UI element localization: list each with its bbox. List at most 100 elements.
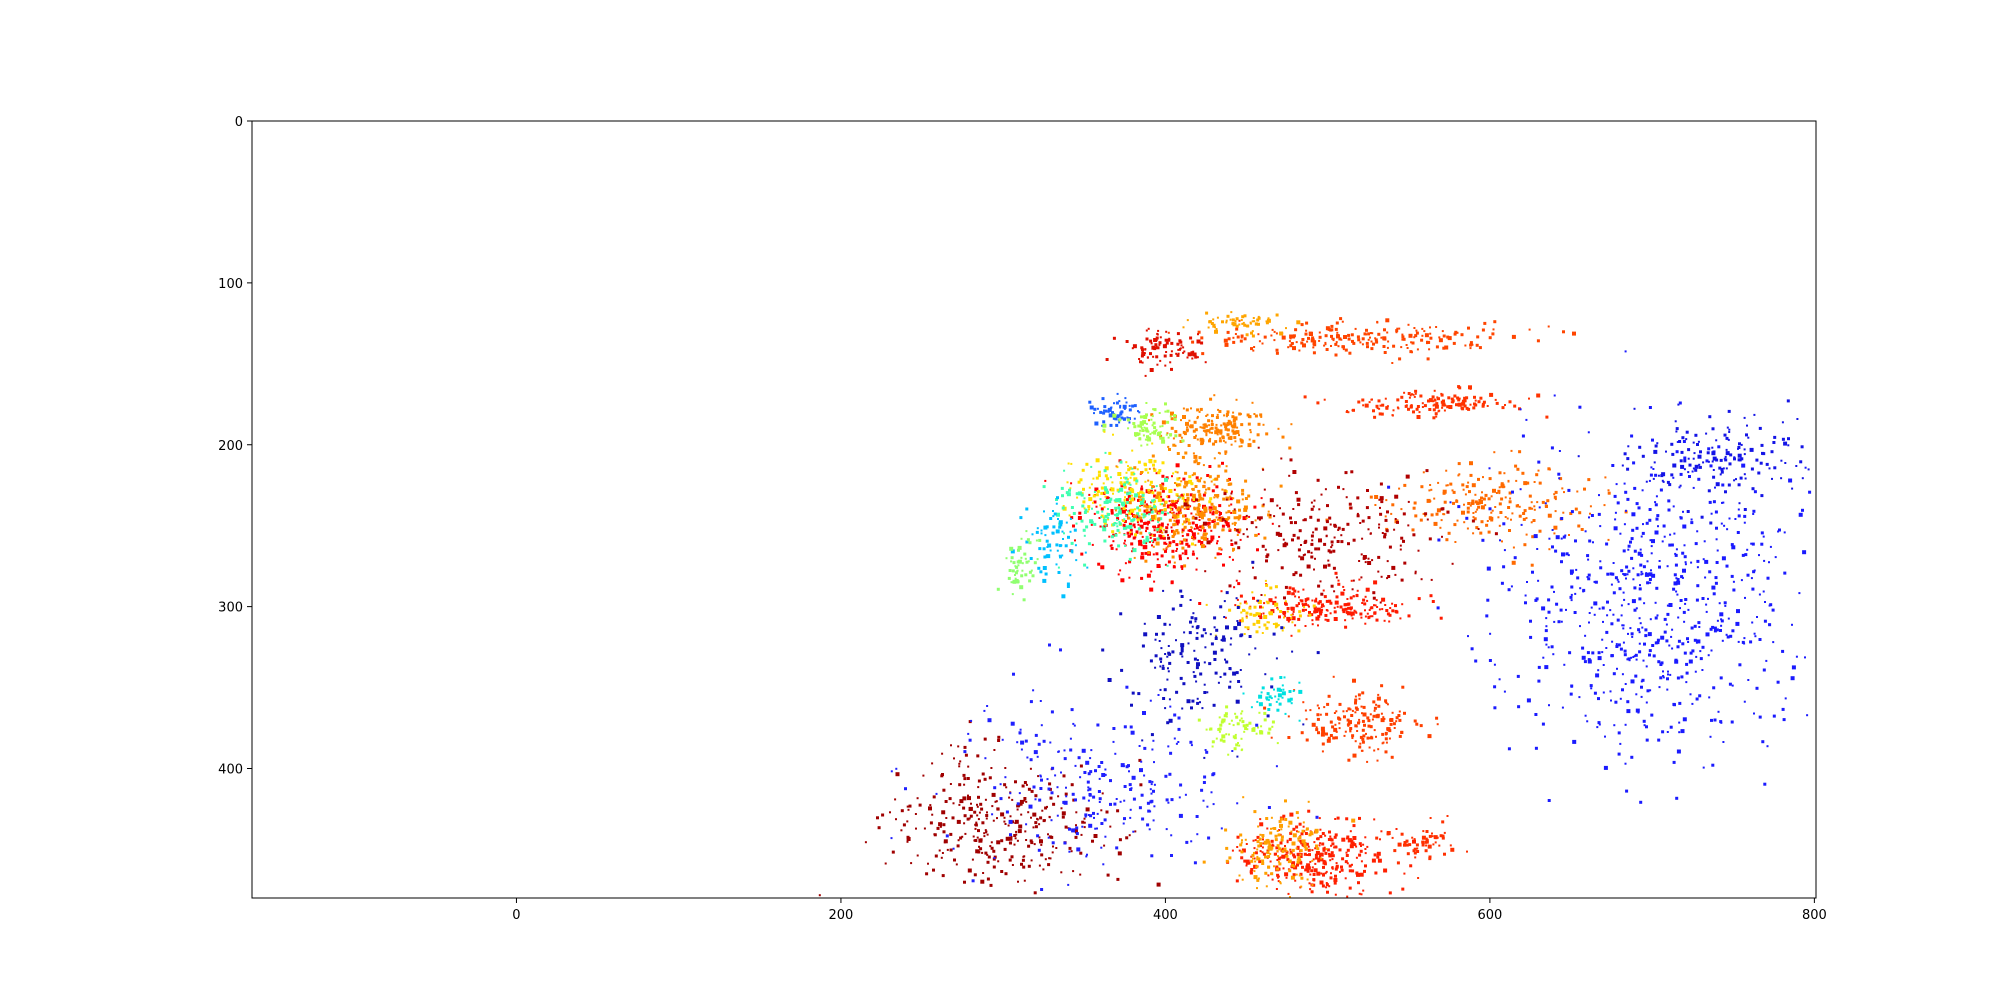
data-point-cluster-24 (1284, 845, 1286, 847)
data-point-cluster-27 (1179, 676, 1183, 680)
data-point-cluster-25 (1307, 800, 1310, 803)
data-point-cluster-10 (1161, 509, 1164, 512)
data-point-cluster-17 (1667, 670, 1669, 673)
data-point-cluster-16 (1240, 611, 1243, 614)
data-point-cluster-14 (1350, 470, 1354, 474)
data-point-cluster-7 (1230, 543, 1234, 546)
data-point-cluster-18 (1726, 426, 1729, 429)
data-point-cluster-22 (933, 833, 936, 836)
data-point-cluster-24 (1339, 870, 1341, 873)
data-point-cluster-10 (1200, 477, 1203, 480)
data-point-cluster-17 (1574, 592, 1577, 595)
data-point-cluster-9 (1133, 493, 1138, 498)
data-point-cluster-0 (1402, 337, 1406, 341)
data-point-cluster-9 (1060, 486, 1064, 490)
data-point-cluster-17 (1682, 568, 1686, 573)
data-point-cluster-17 (1677, 639, 1681, 643)
data-point-cluster-17 (1519, 488, 1522, 491)
data-point-cluster-18 (1688, 463, 1692, 467)
data-point-cluster-10 (1157, 517, 1161, 521)
data-point-cluster-0 (1332, 337, 1335, 340)
data-point-cluster-15 (1311, 623, 1314, 626)
data-point-cluster-7 (1138, 541, 1143, 546)
data-point-cluster-19 (1357, 693, 1361, 697)
data-point-cluster-17 (1654, 503, 1658, 507)
data-point-cluster-25 (1311, 884, 1314, 886)
data-point-cluster-15 (1366, 599, 1369, 602)
data-point-cluster-21 (1278, 702, 1282, 706)
data-point-cluster-15 (1391, 609, 1395, 613)
data-point-cluster-7 (1133, 526, 1136, 529)
data-point-cluster-24 (1329, 876, 1333, 880)
data-point-cluster-4 (1489, 392, 1494, 397)
data-point-cluster-10 (1192, 538, 1195, 541)
data-point-cluster-17 (1688, 659, 1693, 664)
data-point-cluster-23 (1087, 814, 1090, 816)
data-point-cluster-7 (1148, 511, 1151, 514)
data-point-cluster-17 (1601, 606, 1605, 610)
data-point-cluster-10 (1168, 448, 1171, 451)
data-point-cluster-5 (1110, 406, 1113, 409)
data-point-cluster-19 (1372, 700, 1376, 704)
data-point-cluster-19 (1320, 732, 1325, 737)
data-point-cluster-0 (1386, 346, 1389, 349)
data-point-cluster-25 (1290, 830, 1293, 833)
data-point-cluster-17 (1628, 659, 1631, 662)
data-point-cluster-23 (1128, 783, 1132, 787)
data-point-cluster-12 (1017, 545, 1022, 550)
data-point-cluster-27 (1168, 661, 1172, 665)
data-point-cluster-25 (1269, 847, 1273, 851)
data-point-cluster-25 (1299, 849, 1303, 853)
data-point-cluster-14 (1441, 535, 1443, 538)
data-point-cluster-9 (1156, 528, 1160, 532)
data-point-cluster-4 (1370, 398, 1373, 401)
data-point-cluster-23 (1220, 827, 1223, 830)
data-point-cluster-18 (1626, 457, 1630, 461)
data-point-cluster-14 (1289, 458, 1293, 462)
data-point-cluster-14 (1326, 504, 1329, 508)
data-point-cluster-22 (1023, 797, 1027, 800)
data-point-cluster-23 (1076, 847, 1081, 852)
data-point-cluster-3 (1239, 438, 1242, 441)
data-point-cluster-17 (1488, 507, 1492, 511)
data-point-cluster-22 (1000, 812, 1005, 817)
data-point-cluster-13 (1523, 481, 1528, 486)
data-point-cluster-14 (1369, 532, 1372, 535)
data-point-cluster-23 (1004, 776, 1007, 779)
data-point-cluster-15 (1378, 608, 1381, 611)
data-point-cluster-2 (1141, 348, 1144, 352)
data-point-cluster-22 (974, 823, 978, 827)
data-point-cluster-22 (963, 880, 966, 884)
data-point-cluster-14 (1362, 555, 1367, 559)
data-point-cluster-0 (1447, 336, 1452, 341)
data-point-cluster-16 (1205, 603, 1208, 606)
data-point-cluster-16 (1265, 626, 1269, 630)
data-point-cluster-4 (1412, 393, 1415, 396)
data-point-cluster-7 (1140, 487, 1144, 491)
data-point-cluster-3 (1212, 442, 1215, 446)
data-point-cluster-24 (1362, 889, 1365, 892)
data-point-cluster-26 (1425, 830, 1429, 833)
data-point-cluster-23 (1098, 797, 1102, 801)
data-point-cluster-23 (890, 770, 893, 773)
data-point-cluster-18 (1715, 482, 1720, 487)
data-point-cluster-23 (1020, 748, 1023, 751)
data-point-cluster-26 (1417, 877, 1420, 879)
data-point-cluster-18 (1738, 458, 1742, 462)
data-point-cluster-15 (1381, 608, 1384, 611)
data-point-cluster-16 (1286, 610, 1289, 613)
data-point-cluster-17 (1712, 500, 1716, 504)
data-point-cluster-16 (1242, 608, 1245, 612)
data-point-cluster-25 (1305, 847, 1308, 851)
data-point-cluster-24 (1307, 809, 1311, 813)
data-point-cluster-15 (1291, 587, 1295, 591)
data-point-cluster-7 (1150, 570, 1153, 573)
data-point-cluster-18 (1577, 455, 1580, 458)
data-point-cluster-13 (1480, 505, 1485, 510)
data-point-cluster-0 (1344, 348, 1348, 352)
data-point-cluster-19 (1389, 718, 1394, 722)
data-point-cluster-10 (1201, 524, 1204, 527)
data-point-cluster-10 (1177, 506, 1181, 510)
data-point-cluster-24 (1319, 842, 1321, 845)
data-point-cluster-15 (1346, 611, 1351, 616)
